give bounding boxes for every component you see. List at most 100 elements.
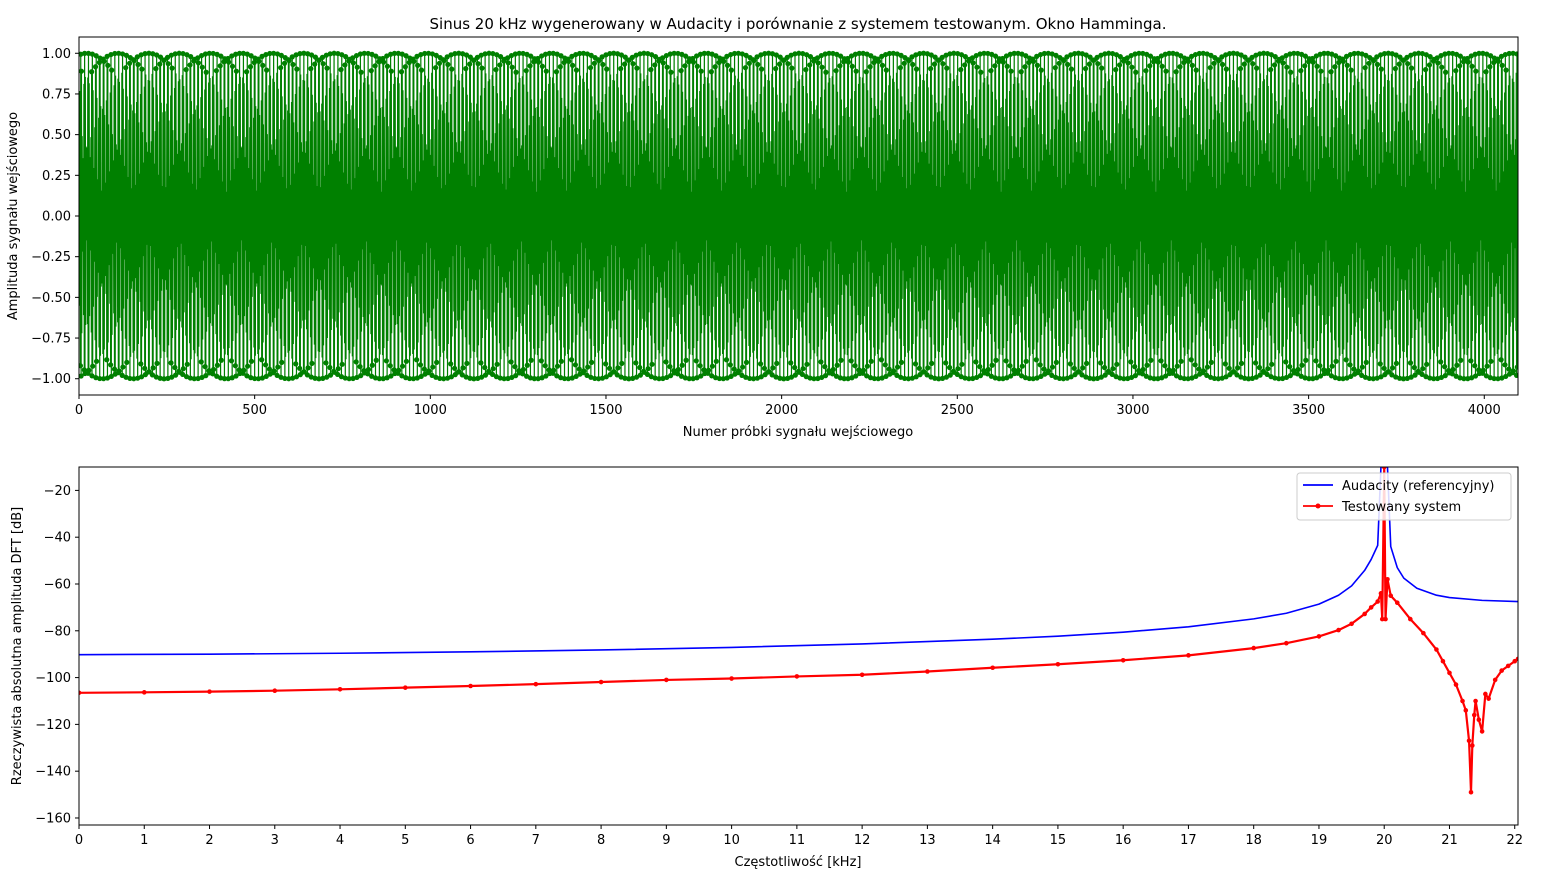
signal-point: [259, 357, 265, 363]
signal-point: [1128, 374, 1135, 381]
signal-point: [116, 368, 122, 374]
signal-point: [572, 362, 579, 368]
signal-point: [1216, 58, 1222, 64]
signal-point: [929, 360, 935, 366]
signal-point: [305, 365, 311, 371]
signal-point: [766, 50, 772, 56]
signal-point: [388, 373, 394, 379]
spectrum-point: [1440, 658, 1446, 664]
spectrum-point: [1476, 717, 1482, 723]
signal-point: [648, 67, 654, 73]
signal-point: [142, 51, 148, 57]
signal-point: [604, 66, 610, 72]
signal-point: [913, 66, 920, 72]
signal-point: [1072, 51, 1078, 57]
signal-point: [135, 61, 141, 68]
spectrum-xtick-label: 20: [1376, 833, 1393, 848]
signal-point: [977, 51, 983, 57]
signal-point: [641, 50, 647, 56]
signal-point: [1506, 366, 1512, 372]
signal-point: [576, 366, 582, 372]
signal-point: [1124, 55, 1130, 61]
signal-point: [1242, 375, 1248, 381]
signal-point: [252, 375, 258, 382]
signal-point: [1102, 51, 1108, 57]
signal-point: [573, 373, 579, 380]
signal-point: [649, 361, 655, 367]
signal-point: [105, 62, 111, 68]
signal-point: [713, 53, 719, 59]
spectrum-ytick-label: −60: [44, 577, 71, 592]
signal-point: [1426, 62, 1433, 68]
signal-point: [1060, 376, 1066, 382]
signal-point: [218, 357, 224, 363]
signal-point: [721, 58, 727, 64]
signal-point: [475, 61, 481, 67]
signal-point: [912, 361, 919, 367]
signal-point: [686, 376, 692, 382]
signal-point: [354, 374, 360, 381]
spectrum-point: [1434, 647, 1439, 652]
signal-point: [1067, 361, 1074, 367]
signal-point: [897, 65, 903, 71]
signal-point: [497, 62, 503, 68]
signal-point: [667, 364, 673, 370]
spectrum-ytick-label: −160: [35, 811, 71, 826]
signal-point: [324, 374, 330, 380]
signal-point: [357, 51, 364, 57]
signal-point: [898, 52, 904, 58]
signal-point: [928, 66, 934, 72]
spectrum-point: [1499, 668, 1504, 673]
time-ytick-label: 1.00: [42, 47, 71, 62]
signal-point: [1359, 364, 1365, 370]
signal-point: [1133, 69, 1139, 75]
signal-point: [1423, 52, 1429, 58]
signal-point: [728, 67, 735, 73]
spectrum-point: [207, 689, 212, 694]
signal-point: [119, 372, 125, 378]
signal-point: [807, 54, 814, 60]
signal-point: [1117, 54, 1123, 60]
signal-point: [776, 61, 783, 67]
signal-point: [886, 50, 893, 57]
signal-point: [993, 357, 999, 363]
signal-point: [1351, 50, 1357, 57]
signal-point: [1235, 365, 1241, 371]
signal-point: [984, 371, 991, 377]
signal-point: [399, 363, 406, 369]
spectrum-point: [1336, 627, 1341, 633]
signal-point: [652, 375, 658, 381]
spectrum-point: [1375, 599, 1380, 604]
signal-point: [203, 373, 209, 379]
spectrum-point: [598, 679, 604, 685]
signal-point: [1412, 372, 1418, 378]
signal-point: [678, 68, 684, 74]
signal-point: [79, 68, 85, 74]
signal-point: [815, 60, 821, 66]
signal-point: [619, 360, 625, 366]
signal-point: [751, 58, 757, 64]
signal-point: [977, 373, 984, 379]
signal-point: [834, 51, 840, 58]
signal-point: [1287, 51, 1293, 57]
signal-point: [599, 54, 605, 60]
signal-point: [206, 50, 212, 56]
signal-point: [403, 53, 409, 59]
signal-point: [109, 67, 115, 73]
signal-point: [1204, 364, 1211, 370]
signal-point: [512, 364, 518, 370]
signal-point: [233, 373, 239, 379]
signal-point: [89, 373, 95, 379]
signal-point: [1196, 50, 1202, 57]
signal-point: [1351, 366, 1357, 372]
signal-point: [731, 50, 738, 57]
signal-point: [551, 367, 557, 373]
signal-point: [833, 68, 839, 74]
signal-point: [1264, 371, 1270, 377]
signal-point: [286, 376, 292, 382]
signal-point: [1265, 366, 1271, 372]
signal-point: [1488, 358, 1494, 364]
signal-point: [1139, 371, 1146, 377]
time-axis-ticks: 0 500 1000 1500 2000 2500 3000 3500 4000 1.00 0.75…: [31, 47, 1501, 418]
signal-point: [740, 364, 746, 370]
